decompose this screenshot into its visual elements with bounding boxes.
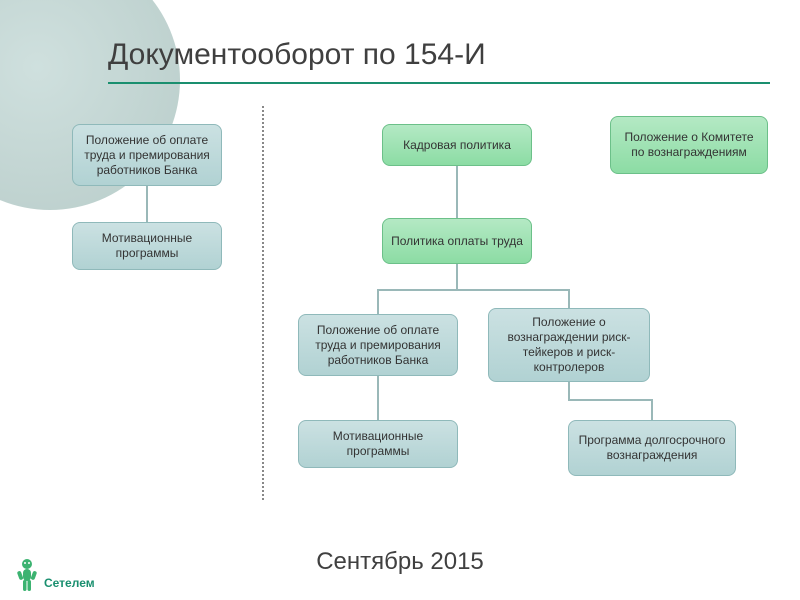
logo: Сетелем — [14, 558, 95, 594]
diagram-node-hr_policy: Кадровая политика — [382, 124, 532, 166]
column-divider — [262, 106, 264, 500]
page-title: Документооборот по 154-И — [108, 38, 800, 72]
diagram-node-motiv2: Мотивационные программы — [298, 420, 458, 468]
logo-mascot-icon — [14, 558, 40, 594]
title-area: Документооборот по 154-И — [0, 0, 800, 72]
diagram-node-reg_pay: Положение об оплате труда и премирования… — [298, 314, 458, 376]
title-underline — [108, 82, 770, 84]
diagram-node-committee: Положение о Комитете по вознаграждениям — [610, 116, 768, 174]
logo-text: Сетелем — [44, 576, 95, 590]
diagram-canvas: Положение об оплате труда и премирования… — [0, 0, 800, 600]
diagram-node-reg_risk: Положение о вознаграждении риск-тейкеров… — [488, 308, 650, 382]
diagram-node-left_bot: Мотивационные программы — [72, 222, 222, 270]
diagram-node-longterm: Программа долгосрочного вознаграждения — [568, 420, 736, 476]
diagram-connectors — [0, 0, 800, 600]
diagram-node-pay_policy: Политика оплаты труда — [382, 218, 532, 264]
diagram-node-left_top: Положение об оплате труда и премирования… — [72, 124, 222, 186]
